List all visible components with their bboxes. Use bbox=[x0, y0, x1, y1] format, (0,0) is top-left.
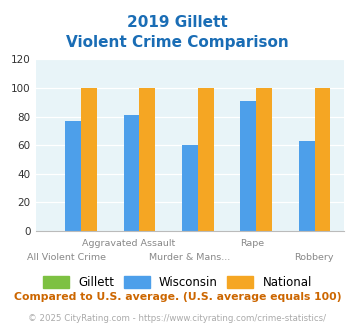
Text: Murder & Mans...: Murder & Mans... bbox=[149, 253, 230, 262]
Bar bbox=[65, 121, 81, 231]
Text: Compared to U.S. average. (U.S. average equals 100): Compared to U.S. average. (U.S. average … bbox=[14, 292, 341, 302]
Legend: Gillett, Wisconsin, National: Gillett, Wisconsin, National bbox=[38, 272, 317, 294]
Text: Robbery: Robbery bbox=[294, 253, 333, 262]
Bar bbox=[124, 115, 140, 231]
Text: © 2025 CityRating.com - https://www.cityrating.com/crime-statistics/: © 2025 CityRating.com - https://www.city… bbox=[28, 314, 327, 323]
Bar bbox=[256, 88, 272, 231]
Bar bbox=[198, 88, 214, 231]
Text: Violent Crime Comparison: Violent Crime Comparison bbox=[66, 35, 289, 50]
Text: Aggravated Assault: Aggravated Assault bbox=[82, 239, 175, 248]
Bar bbox=[140, 88, 155, 231]
Text: All Violent Crime: All Violent Crime bbox=[27, 253, 106, 262]
Bar bbox=[299, 141, 315, 231]
Text: 2019 Gillett: 2019 Gillett bbox=[127, 15, 228, 30]
Bar bbox=[315, 88, 330, 231]
Bar bbox=[240, 101, 256, 231]
Bar bbox=[81, 88, 97, 231]
Text: Rape: Rape bbox=[240, 239, 264, 248]
Bar bbox=[182, 145, 198, 231]
